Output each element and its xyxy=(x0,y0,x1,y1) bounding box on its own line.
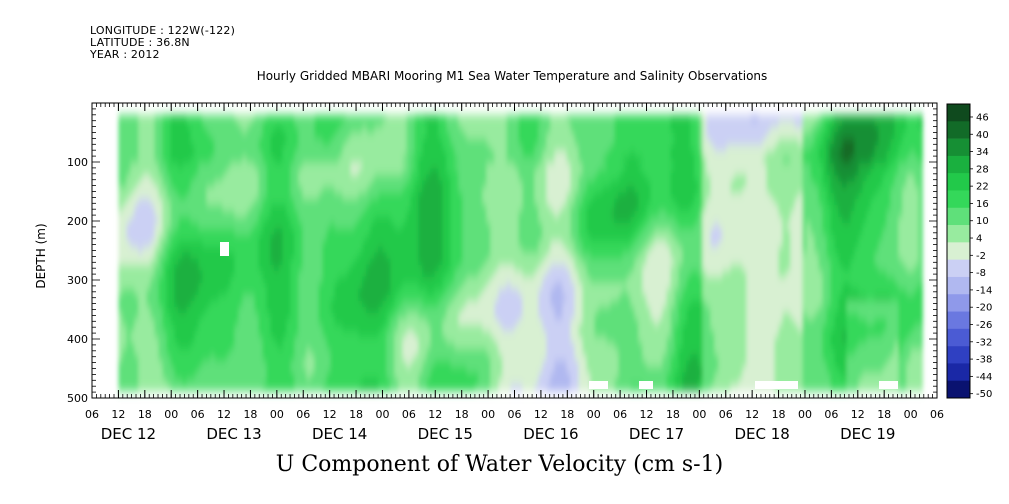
colorbar-swatch xyxy=(947,173,970,191)
x-day-label: DEC 13 xyxy=(206,425,261,443)
x-axis: 06 12 18 00 06 12 18 00 06 12 18 00 06 12 18 00 06 12 18 00… xyxy=(85,103,944,443)
colorbar-label: -38 xyxy=(976,355,992,366)
y-tick-label: 400 xyxy=(67,333,88,346)
colorbar-label: -2 xyxy=(976,251,986,262)
colorbar-label: -44 xyxy=(976,372,992,383)
colorbar-swatch xyxy=(947,311,970,330)
x-tick-label: 06 xyxy=(85,408,99,421)
x-tick-label: 00 xyxy=(375,408,389,421)
colorbar-label: 34 xyxy=(976,147,989,158)
colorbar-swatch xyxy=(947,104,970,122)
x-tick-label: 06 xyxy=(930,408,944,421)
x-tick-label: 00 xyxy=(270,408,284,421)
x-day-label: DEC 19 xyxy=(840,425,895,443)
year-text: YEAR : 2012 xyxy=(90,48,160,61)
colorbar-swatch xyxy=(947,346,970,364)
chart-title: Hourly Gridded MBARI Mooring M1 Sea Wate… xyxy=(256,69,768,83)
x-tick-label: 18 xyxy=(455,408,469,421)
x-tick-label: 18 xyxy=(772,408,786,421)
x-day-label: DEC 17 xyxy=(629,425,684,443)
colorbar-label: -26 xyxy=(976,320,992,331)
colorbar-label: 4 xyxy=(976,234,982,245)
y-tick-label: 200 xyxy=(67,215,88,228)
heatmap-field xyxy=(118,114,923,392)
colorbar-label: -50 xyxy=(976,389,992,400)
x-tick-label: 06 xyxy=(824,408,838,421)
y-axis: 100 200 300 400 500 xyxy=(67,102,937,405)
colorbar-label: -20 xyxy=(976,303,992,314)
x-tick-label: 00 xyxy=(481,408,495,421)
x-tick-label: 00 xyxy=(164,408,178,421)
x-tick-label: 18 xyxy=(560,408,574,421)
y-tick-label: 300 xyxy=(67,274,88,287)
x-tick-label: 12 xyxy=(111,408,125,421)
colorbar-label: 10 xyxy=(976,216,989,227)
x-tick-label: 18 xyxy=(666,408,680,421)
x-tick-label: 00 xyxy=(587,408,601,421)
colorbar-swatch xyxy=(947,190,970,209)
colorbar-label: 28 xyxy=(976,164,989,175)
x-tick-label: 12 xyxy=(640,408,654,421)
latitude-text: LATITUDE : 36.8N xyxy=(90,36,190,49)
y-tick-label: 500 xyxy=(67,392,88,405)
x-tick-label: 12 xyxy=(428,408,442,421)
x-day-label: DEC 14 xyxy=(312,425,367,443)
x-tick-label: 18 xyxy=(138,408,152,421)
x-tick-label: 12 xyxy=(745,408,759,421)
y-axis-label: DEPTH (m) xyxy=(34,223,48,288)
colorbar-swatch xyxy=(947,207,970,226)
x-day-label: DEC 15 xyxy=(418,425,473,443)
colorbar-swatch xyxy=(947,155,970,174)
x-tick-label: 00 xyxy=(692,408,706,421)
colorbar-swatch xyxy=(947,121,970,139)
x-tick-label: 12 xyxy=(534,408,548,421)
x-tick-label: 06 xyxy=(191,408,205,421)
x-tick-label: 00 xyxy=(904,408,918,421)
colorbar: 46 40 34 28 22 16 10 4 -2 -8 -14 -20 -26 -32 -38 -44 -50 xyxy=(946,103,992,400)
colorbar-swatch xyxy=(947,294,970,312)
colorbar-swatch xyxy=(947,328,970,347)
colorbar-label: 16 xyxy=(976,199,989,210)
x-tick-label: 12 xyxy=(851,408,865,421)
colorbar-label: -8 xyxy=(976,268,986,279)
colorbar-swatch xyxy=(947,363,970,382)
x-tick-label: 06 xyxy=(296,408,310,421)
x-axis-label: U Component of Water Velocity (cm s-1) xyxy=(275,452,724,477)
x-day-label: DEC 16 xyxy=(523,425,578,443)
colorbar-label: 46 xyxy=(976,112,989,123)
colorbar-swatch xyxy=(947,225,970,243)
x-tick-label: 06 xyxy=(613,408,627,421)
x-tick-label: 18 xyxy=(243,408,257,421)
colorbar-label: 22 xyxy=(976,182,989,193)
x-tick-label: 18 xyxy=(877,408,891,421)
colorbar-swatch xyxy=(947,276,970,295)
colorbar-label: -32 xyxy=(976,337,992,348)
longitude-text: LONGITUDE : 122W(-122) xyxy=(90,24,236,37)
colorbar-swatch xyxy=(947,138,970,157)
colorbar-swatch xyxy=(947,259,970,278)
colorbar-swatch xyxy=(947,380,970,399)
x-day-label: DEC 18 xyxy=(734,425,789,443)
y-tick-label: 100 xyxy=(67,156,88,169)
x-day-label: DEC 12 xyxy=(101,425,156,443)
colorbar-label: -14 xyxy=(976,285,992,296)
x-tick-label: 18 xyxy=(349,408,363,421)
x-tick-label: 06 xyxy=(508,408,522,421)
colorbar-swatch xyxy=(947,242,970,260)
x-tick-label: 12 xyxy=(323,408,337,421)
x-tick-label: 12 xyxy=(217,408,231,421)
colorbar-label: 40 xyxy=(976,130,989,141)
x-tick-label: 06 xyxy=(402,408,416,421)
x-tick-label: 06 xyxy=(719,408,733,421)
x-tick-label: 00 xyxy=(798,408,812,421)
